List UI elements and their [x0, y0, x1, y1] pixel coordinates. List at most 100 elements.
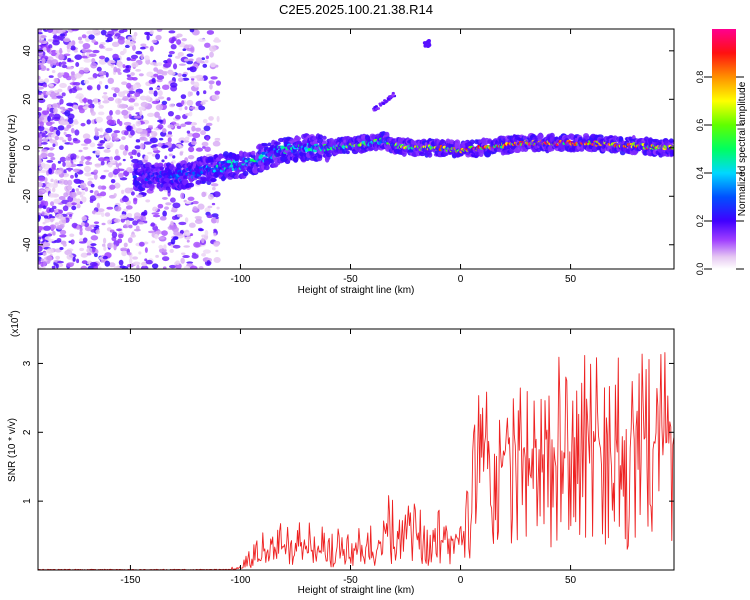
- noise-blob: [83, 58, 92, 63]
- noise-blob: [213, 228, 217, 233]
- noise-blob: [161, 84, 170, 90]
- noise-blob: [77, 36, 83, 41]
- noise-blob: [155, 86, 161, 90]
- snr-panel: -150 -100 -50 0 50 1 2 3 Height of straight li…: [7, 310, 675, 596]
- noise-blob: [38, 236, 42, 240]
- noise-blob: [183, 265, 191, 269]
- noise-blob: [62, 205, 69, 212]
- noise-blob: [59, 234, 67, 238]
- noise-blob: [148, 89, 155, 95]
- noise-blob: [155, 98, 160, 102]
- noise-blob: [170, 44, 177, 50]
- noise-blob: [55, 213, 64, 219]
- noise-blob: [38, 176, 46, 182]
- noise-blob: [184, 121, 193, 125]
- noise-blob: [107, 219, 113, 225]
- secondary-blob: [374, 105, 378, 108]
- noise-blob: [205, 122, 213, 127]
- noise-blob: [187, 67, 191, 71]
- noise-blob: [143, 137, 148, 143]
- noise-blob: [208, 80, 215, 85]
- noise-blob: [129, 257, 133, 265]
- noise-blob: [43, 261, 47, 267]
- y-tick-label: 20: [22, 93, 33, 105]
- noise-blob: [72, 104, 79, 110]
- isolated-blob: [426, 39, 431, 43]
- noise-blob: [156, 29, 163, 32]
- noise-blob: [38, 137, 43, 143]
- snr-x-axis-label: Height of straight line (km): [298, 585, 415, 596]
- noise-blob: [38, 132, 41, 138]
- noise-blob: [212, 186, 216, 191]
- noise-blob: [174, 55, 181, 59]
- noise-blob: [107, 77, 115, 85]
- noise-blob: [182, 255, 190, 259]
- noise-blob: [156, 79, 163, 83]
- noise-blob: [41, 58, 46, 64]
- noise-blob: [49, 224, 57, 230]
- noise-blob: [38, 34, 41, 41]
- noise-blob: [94, 163, 102, 168]
- noise-blob: [88, 34, 95, 40]
- noise-blob: [40, 152, 48, 159]
- noise-blob: [135, 68, 142, 72]
- noise-blob: [38, 31, 43, 35]
- noise-blob: [181, 252, 186, 255]
- noise-blob: [48, 51, 53, 55]
- noise-blob: [122, 158, 126, 162]
- secondary-blob: [379, 104, 383, 107]
- noise-blob: [133, 197, 138, 202]
- noise-blob: [76, 163, 84, 167]
- noise-blob: [87, 99, 93, 105]
- noise-blob: [80, 155, 85, 162]
- noise-blob: [43, 78, 50, 83]
- noise-blob: [82, 133, 91, 140]
- y-tick-label: 3: [22, 360, 33, 366]
- noise-blob: [56, 237, 62, 243]
- noise-blob: [216, 217, 220, 224]
- noise-blob: [161, 72, 168, 76]
- noise-blob: [59, 229, 67, 235]
- noise-blob: [188, 146, 195, 153]
- noise-blob: [55, 95, 64, 99]
- noise-blob: [125, 219, 130, 226]
- noise-blob: [183, 245, 191, 248]
- noise-blob: [48, 192, 55, 198]
- noise-blob: [215, 249, 219, 253]
- noise-blob: [152, 206, 158, 212]
- noise-blob: [115, 163, 120, 168]
- noise-blob: [118, 233, 124, 239]
- noise-blob: [193, 241, 201, 248]
- noise-blob: [186, 261, 194, 264]
- noise-blob: [51, 265, 56, 269]
- noise-blob: [191, 122, 195, 126]
- noise-blob: [98, 104, 104, 109]
- noise-blob: [154, 111, 160, 118]
- ridge-halo: [293, 156, 298, 163]
- noise-blob: [43, 215, 49, 219]
- noise-blob: [86, 252, 92, 256]
- ridge-halo: [149, 186, 154, 191]
- noise-blob: [98, 266, 102, 269]
- noise-blob: [161, 230, 168, 236]
- noise-blob: [188, 58, 194, 62]
- ridge-halo: [652, 138, 660, 143]
- snr-y-ticks: 1 2 3: [22, 360, 674, 504]
- noise-blob: [184, 217, 189, 223]
- noise-blob: [84, 186, 89, 192]
- noise-blob: [93, 97, 99, 104]
- noise-blob: [178, 63, 186, 66]
- noise-blob: [81, 196, 87, 203]
- noise-blob: [176, 125, 182, 129]
- noise-blob: [202, 249, 211, 254]
- noise-blob: [68, 41, 73, 47]
- svg-text:(x104): (x104): [8, 310, 21, 337]
- noise-blob: [146, 34, 150, 41]
- noise-blob: [70, 239, 75, 245]
- noise-blob: [111, 137, 120, 141]
- noise-blob: [95, 149, 101, 156]
- noise-blob: [180, 94, 187, 100]
- ridge-halo: [274, 141, 281, 146]
- noise-blob: [156, 75, 165, 80]
